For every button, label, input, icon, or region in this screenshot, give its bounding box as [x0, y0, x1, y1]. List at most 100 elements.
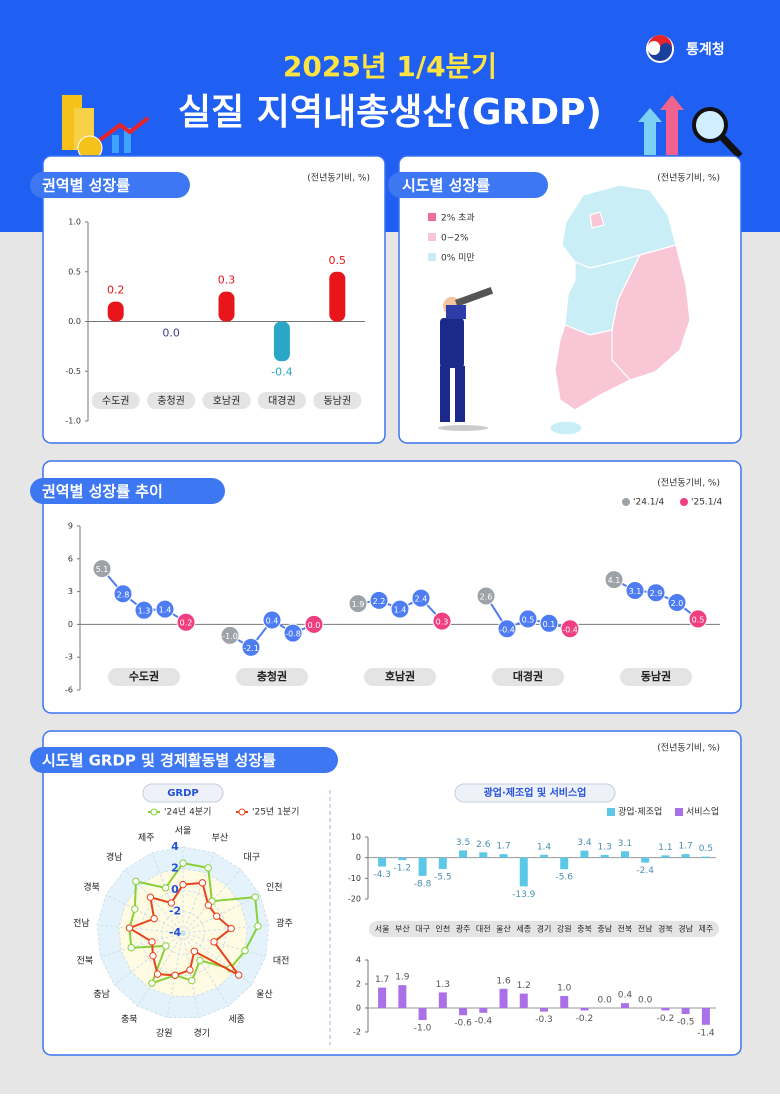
value-label: -8.8 [414, 879, 432, 889]
korea-map [549, 184, 691, 436]
point [411, 588, 431, 608]
spoke [182, 932, 229, 1007]
value-label: 0.5 [329, 254, 347, 267]
x-tick-label: 세종 [516, 925, 531, 934]
bar [398, 985, 407, 1008]
y-tick-label: 10 [351, 833, 361, 842]
value-label: 0.5 [692, 615, 705, 624]
category-label: 전남 [73, 918, 90, 929]
value-label: -1.2 [394, 864, 412, 874]
point [204, 864, 212, 872]
point [348, 594, 368, 614]
point [369, 590, 389, 610]
bar [580, 850, 589, 858]
bar [661, 855, 670, 858]
spoke [151, 852, 184, 934]
unit-note: (전년동기비, %) [657, 478, 720, 489]
spoke [182, 894, 261, 934]
chart-title: 광업·제조업 및 서비스업 [484, 786, 587, 799]
point [176, 612, 196, 632]
value-label: 4.1 [608, 576, 621, 585]
value-label: 0.3 [218, 274, 236, 287]
category-label: 충북 [121, 1014, 138, 1025]
point [92, 559, 112, 579]
r-tick-label: -2 [169, 905, 181, 918]
point [134, 600, 154, 620]
x-tick-label: 강원 [557, 924, 572, 934]
bar [378, 857, 387, 867]
value-label: 0.0 [308, 621, 321, 630]
y-tick-label: -6 [65, 686, 73, 695]
bar [459, 1008, 468, 1016]
value-label: 3.5 [456, 838, 470, 848]
x-tick-label: 전남 [638, 924, 653, 934]
r-tick-label: 4 [171, 840, 179, 853]
point [127, 944, 136, 952]
legend-swatch [428, 233, 436, 241]
bar [701, 1008, 710, 1025]
y-tick-label: 1.0 [68, 218, 81, 227]
category-label: 경북 [83, 881, 100, 893]
value-label: 3.4 [577, 838, 592, 848]
point [254, 922, 262, 930]
bar [378, 987, 387, 1008]
y-tick-label: 4 [356, 956, 361, 965]
x-tick-label: 부산 [395, 924, 410, 934]
bar [641, 857, 650, 863]
value-label: -5.6 [555, 873, 573, 883]
bar [107, 301, 124, 322]
point [262, 610, 282, 630]
value-label: 0.2 [180, 619, 193, 628]
bar [701, 856, 710, 858]
point [148, 938, 156, 946]
point [155, 599, 175, 619]
value-label: 3.1 [618, 839, 632, 849]
point [390, 599, 410, 619]
bar [681, 854, 690, 858]
category-label: 울산 [256, 989, 273, 1000]
category-label: 인천 [266, 882, 283, 893]
legend-marker [238, 808, 246, 816]
unit-note: (전년동기비, %) [657, 173, 720, 184]
legend-marker [622, 498, 630, 506]
x-tick-label: 충북 [577, 925, 592, 934]
x-tick-label: 인천 [435, 924, 450, 934]
category-label: 서울 [175, 826, 192, 837]
bar [560, 996, 569, 1008]
legend-label: '24년 4분기 [164, 807, 211, 818]
point [667, 593, 687, 613]
value-label: 2.9 [650, 589, 663, 598]
bar [499, 988, 508, 1008]
bar [560, 857, 569, 870]
value-label: -0.4 [271, 365, 292, 378]
point [171, 971, 179, 979]
value-label: -0.4 [499, 625, 515, 634]
r-tick-label: 2 [171, 862, 179, 875]
bar [438, 992, 447, 1008]
category-label: 광주 [276, 917, 293, 929]
value-label: 0.0 [162, 327, 180, 340]
legend-label: 2% 초과 [441, 213, 475, 224]
value-label: -0.4 [562, 625, 578, 634]
value-label: -1.4 [697, 1028, 715, 1038]
value-label: 2.6 [480, 592, 493, 601]
y-tick-label: -20 [348, 895, 361, 904]
value-label: 1.7 [496, 842, 510, 852]
x-tick-label: 수도권 [129, 670, 159, 683]
y-tick-label: -3 [65, 653, 73, 662]
point [604, 570, 624, 590]
spoke [97, 924, 184, 934]
bar [540, 1008, 548, 1012]
value-label: 1.3 [138, 607, 151, 616]
point [241, 637, 261, 657]
bar [519, 993, 528, 1008]
point [251, 893, 259, 901]
x-tick-label: 전북 [618, 924, 633, 934]
spoke [105, 894, 184, 934]
point [146, 893, 155, 901]
value-label: -4.3 [373, 870, 391, 880]
value-label: 1.0 [557, 984, 572, 994]
unit-note: (전년동기비, %) [657, 743, 720, 754]
point [153, 970, 162, 978]
y-tick-label: 3 [68, 587, 73, 596]
